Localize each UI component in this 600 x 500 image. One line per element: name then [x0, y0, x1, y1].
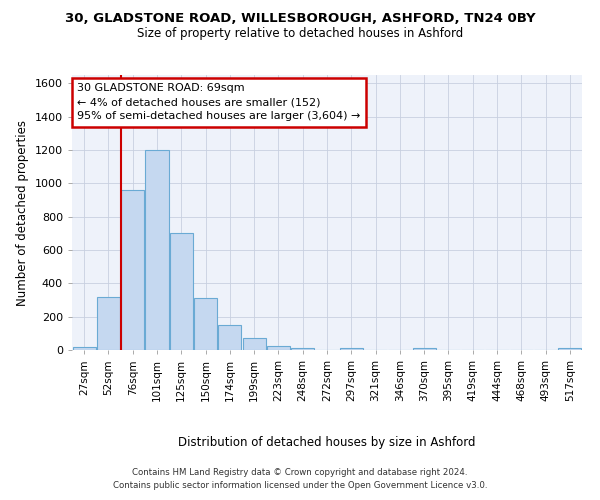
Bar [340, 348, 363, 350]
Text: 30 GLADSTONE ROAD: 69sqm
← 4% of detached houses are smaller (152)
95% of semi-d: 30 GLADSTONE ROAD: 69sqm ← 4% of detache… [77, 83, 361, 121]
Bar [194, 298, 217, 350]
Bar [242, 338, 266, 350]
Bar [559, 348, 581, 350]
Bar [291, 348, 314, 350]
Bar [218, 325, 241, 350]
Bar [170, 234, 193, 350]
Bar [73, 346, 95, 350]
Text: Contains public sector information licensed under the Open Government Licence v3: Contains public sector information licen… [113, 480, 487, 490]
Text: Contains HM Land Registry data © Crown copyright and database right 2024.: Contains HM Land Registry data © Crown c… [132, 468, 468, 477]
Text: Distribution of detached houses by size in Ashford: Distribution of detached houses by size … [178, 436, 476, 449]
Bar [97, 296, 120, 350]
Bar [267, 346, 290, 350]
Text: Size of property relative to detached houses in Ashford: Size of property relative to detached ho… [137, 28, 463, 40]
Bar [121, 190, 144, 350]
Text: 30, GLADSTONE ROAD, WILLESBOROUGH, ASHFORD, TN24 0BY: 30, GLADSTONE ROAD, WILLESBOROUGH, ASHFO… [65, 12, 535, 26]
Y-axis label: Number of detached properties: Number of detached properties [16, 120, 29, 306]
Bar [413, 348, 436, 350]
Bar [145, 150, 169, 350]
